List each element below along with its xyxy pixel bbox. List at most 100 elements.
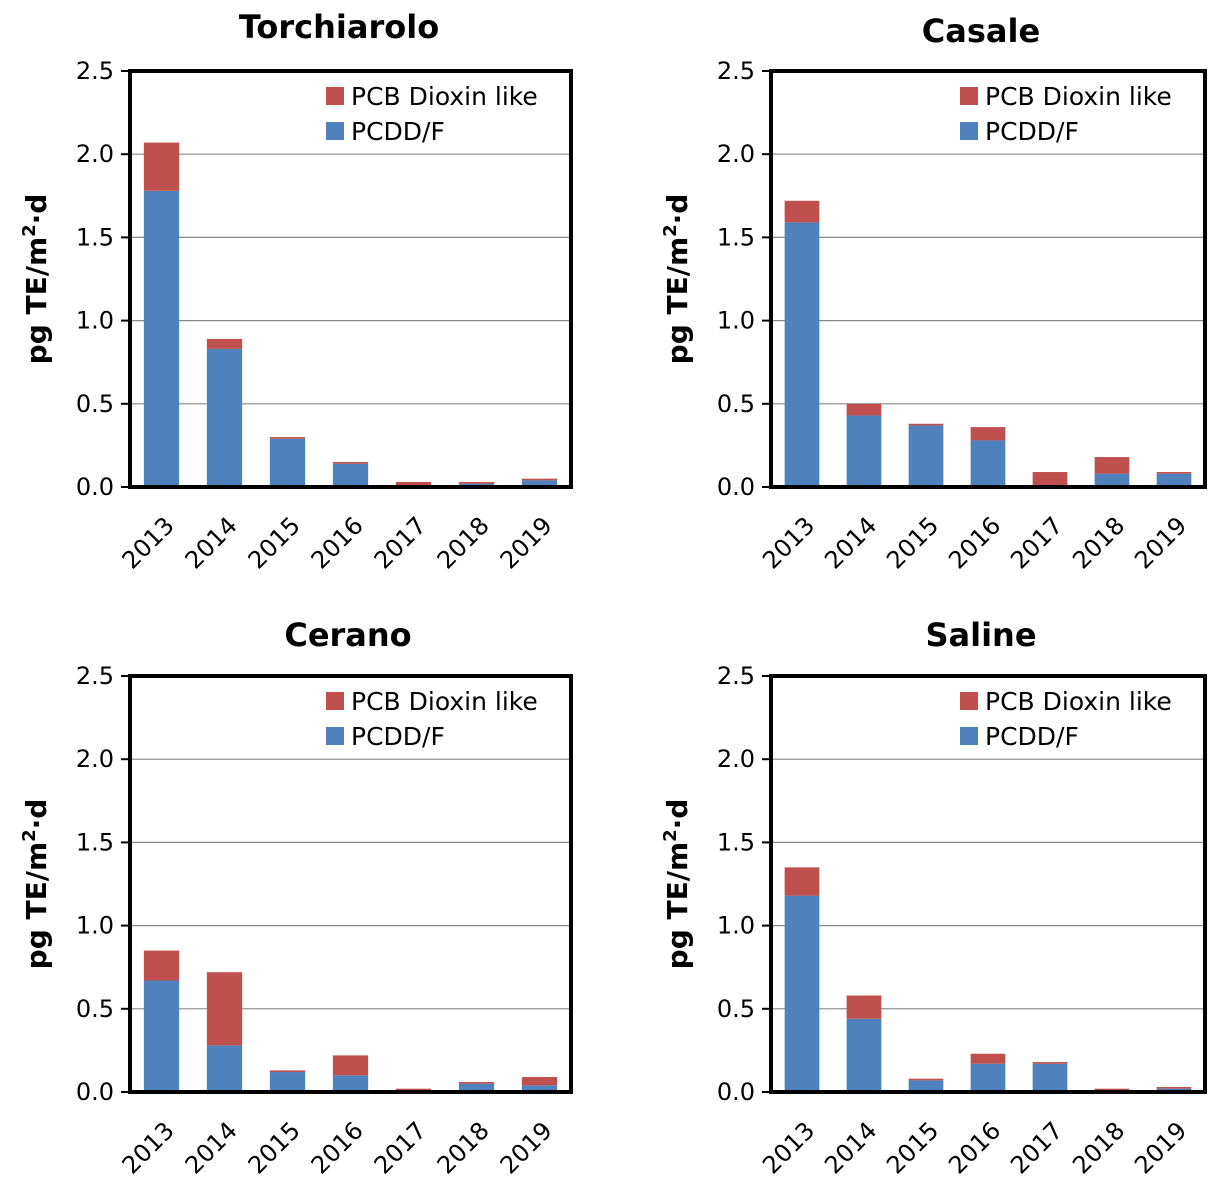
y-tick-label: 1.5 bbox=[717, 828, 755, 856]
x-tick-label: 2017 bbox=[1005, 1116, 1068, 1179]
x-tick-label: 2017 bbox=[369, 1116, 432, 1179]
x-tick-label: 2013 bbox=[757, 511, 820, 574]
bar-segment-pcb-2013 bbox=[143, 950, 180, 981]
bar-segment-pcb-2018 bbox=[1094, 457, 1130, 474]
y-tick-label: 2.0 bbox=[76, 745, 114, 773]
x-tick-label: 2018 bbox=[432, 1116, 495, 1179]
y-tick-label: 0.0 bbox=[717, 473, 755, 501]
legend-label: PCB Dioxin like bbox=[985, 687, 1172, 716]
legend-swatch bbox=[326, 87, 344, 105]
y-axis-label: pg TE/m2·d bbox=[660, 194, 694, 365]
bar-segment-pcb-2013 bbox=[784, 200, 820, 223]
bar-segment-pcb-2015 bbox=[269, 1070, 306, 1073]
bar-segment-pcddf-2018 bbox=[458, 1083, 495, 1092]
x-tick-label: 2019 bbox=[1129, 1116, 1192, 1179]
legend-label: PCB Dioxin like bbox=[985, 82, 1172, 111]
x-tick-label: 2016 bbox=[306, 1116, 369, 1179]
bar-segment-pcddf-2017 bbox=[1032, 1063, 1068, 1092]
x-tick-label: 2016 bbox=[306, 511, 369, 574]
x-tick-label: 2015 bbox=[881, 511, 944, 574]
plot-frame bbox=[128, 674, 573, 1094]
bar-segment-pcddf-2016 bbox=[970, 1063, 1006, 1092]
bar-segment-pcb-2019 bbox=[1156, 472, 1192, 474]
x-tick-label: 2014 bbox=[180, 1116, 243, 1179]
bar-segment-pcb-2015 bbox=[269, 437, 306, 439]
bar-segment-pcddf-2014 bbox=[206, 1045, 243, 1092]
bar-segment-pcb-2013 bbox=[784, 867, 820, 896]
legend-label: PCB Dioxin like bbox=[351, 687, 538, 716]
chart-title: Casale bbox=[922, 12, 1040, 50]
legend-swatch bbox=[960, 122, 978, 140]
bar-segment-pcddf-2013 bbox=[143, 980, 180, 1092]
x-tick-label: 2015 bbox=[243, 1116, 306, 1179]
y-tick-label: 0.0 bbox=[76, 473, 114, 501]
bar-segment-pcddf-2015 bbox=[269, 1072, 306, 1092]
y-axis-label: pg TE/m2·d bbox=[19, 799, 53, 970]
chart-title: Cerano bbox=[284, 616, 411, 654]
y-tick-label: 0.5 bbox=[717, 995, 755, 1023]
x-tick-label: 2014 bbox=[819, 1116, 882, 1179]
y-tick-label: 1.0 bbox=[717, 912, 755, 940]
y-tick-label: 1.0 bbox=[76, 912, 114, 940]
bar-segment-pcb-2013 bbox=[143, 142, 180, 191]
bar-segment-pcddf-2015 bbox=[269, 438, 306, 487]
bar-segment-pcb-2016 bbox=[970, 1053, 1006, 1064]
y-tick-label: 1.0 bbox=[717, 307, 755, 335]
bar-segment-pcddf-2019 bbox=[521, 1085, 558, 1092]
bar-segment-pcb-2017 bbox=[1032, 1062, 1068, 1064]
x-tick-label: 2013 bbox=[117, 1116, 180, 1179]
bar-segment-pcddf-2019 bbox=[1156, 473, 1192, 487]
y-tick-label: 2.5 bbox=[717, 662, 755, 690]
bar-segment-pcb-2017 bbox=[1032, 472, 1068, 486]
y-tick-label: 1.5 bbox=[717, 223, 755, 251]
bar-segment-pcb-2018 bbox=[458, 482, 495, 484]
y-tick-label: 2.0 bbox=[717, 745, 755, 773]
y-tick-label: 0.5 bbox=[76, 390, 114, 418]
y-tick-label: 2.5 bbox=[76, 57, 114, 85]
legend-swatch bbox=[326, 727, 344, 745]
bar-segment-pcddf-2016 bbox=[970, 440, 1006, 487]
bar-segment-pcddf-2015 bbox=[908, 425, 944, 487]
bar-segment-pcb-2016 bbox=[332, 462, 369, 464]
bar-segment-pcb-2016 bbox=[970, 427, 1006, 441]
bar-segment-pcb-2018 bbox=[1094, 1088, 1130, 1091]
y-tick-label: 1.0 bbox=[76, 307, 114, 335]
x-tick-label: 2019 bbox=[1129, 511, 1192, 574]
bar-segment-pcddf-2019 bbox=[521, 480, 558, 487]
bar-segment-pcddf-2014 bbox=[846, 415, 882, 487]
x-tick-label: 2015 bbox=[881, 1116, 944, 1179]
x-tick-label: 2017 bbox=[1005, 511, 1068, 574]
bar-segment-pcddf-2016 bbox=[332, 1075, 369, 1092]
x-tick-label: 2018 bbox=[1067, 511, 1130, 574]
y-tick-label: 1.5 bbox=[76, 223, 114, 251]
bar-segment-pcb-2014 bbox=[846, 995, 882, 1019]
legend-swatch bbox=[326, 122, 344, 140]
plot-frame bbox=[769, 674, 1207, 1094]
bar-segment-pcb-2016 bbox=[332, 1055, 369, 1076]
bar-segment-pcddf-2014 bbox=[846, 1018, 882, 1092]
plot-frame bbox=[128, 69, 573, 489]
x-tick-label: 2018 bbox=[432, 511, 495, 574]
x-tick-label: 2014 bbox=[819, 511, 882, 574]
x-tick-label: 2017 bbox=[369, 511, 432, 574]
y-tick-label: 2.5 bbox=[76, 662, 114, 690]
bar-segment-pcb-2017 bbox=[395, 482, 432, 486]
legend-label: PCDD/F bbox=[985, 117, 1079, 146]
legend-swatch bbox=[960, 692, 978, 710]
legend-swatch bbox=[960, 87, 978, 105]
x-tick-label: 2019 bbox=[495, 511, 558, 574]
bar-segment-pcb-2019 bbox=[1156, 1087, 1192, 1089]
legend-label: PCB Dioxin like bbox=[351, 82, 538, 111]
bar-segment-pcddf-2018 bbox=[1094, 473, 1130, 487]
legend-label: PCDD/F bbox=[351, 722, 445, 751]
bar-segment-pcb-2015 bbox=[908, 423, 944, 426]
bar-segment-pcb-2018 bbox=[458, 1082, 495, 1084]
chart-title: Saline bbox=[925, 616, 1036, 654]
legend-label: PCDD/F bbox=[351, 117, 445, 146]
bar-segment-pcb-2017 bbox=[395, 1088, 432, 1091]
bar-segment-pcddf-2013 bbox=[784, 222, 820, 487]
y-tick-label: 2.5 bbox=[717, 57, 755, 85]
